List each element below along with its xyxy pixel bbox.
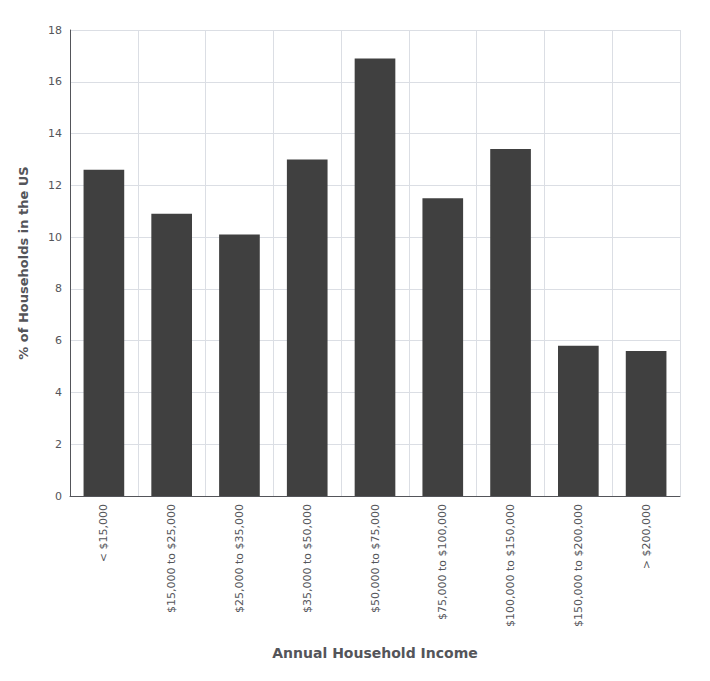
svg-text:$15,000 to $25,000: $15,000 to $25,000 [165,504,178,613]
svg-text:16: 16 [48,75,62,88]
svg-text:$75,000 to $100,000: $75,000 to $100,000 [436,504,449,620]
svg-text:8: 8 [55,282,62,295]
svg-text:14: 14 [48,127,62,140]
svg-text:6: 6 [55,334,62,347]
svg-text:$100,000 to $150,000: $100,000 to $150,000 [504,504,517,627]
svg-text:18: 18 [48,24,62,37]
svg-text:0: 0 [55,490,62,503]
svg-text:$150,000 to $200,000: $150,000 to $200,000 [572,504,585,627]
svg-text:$25,000 to $35,000: $25,000 to $35,000 [233,504,246,613]
svg-text:< $15,000: < $15,000 [97,504,110,562]
svg-text:10: 10 [48,231,62,244]
svg-text:> $200,000: > $200,000 [640,504,653,569]
svg-text:% of Households in the US: % of Households in the US [16,166,31,359]
svg-text:4: 4 [55,386,62,399]
svg-text:$35,000 to $50,000: $35,000 to $50,000 [301,504,314,613]
svg-text:$50,000 to $75,000: $50,000 to $75,000 [369,504,382,613]
svg-text:12: 12 [48,179,62,192]
svg-text:Annual Household Income: Annual Household Income [272,645,477,661]
svg-text:2: 2 [55,438,62,451]
